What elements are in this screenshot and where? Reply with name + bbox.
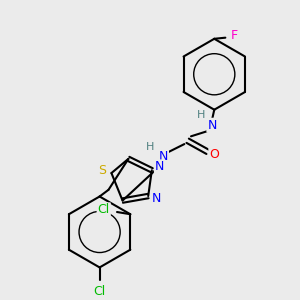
Text: N: N bbox=[159, 150, 168, 163]
Text: S: S bbox=[99, 164, 106, 177]
Text: N: N bbox=[151, 192, 161, 205]
Text: Cl: Cl bbox=[94, 285, 106, 298]
Text: N: N bbox=[207, 119, 217, 132]
Text: H: H bbox=[146, 142, 154, 152]
Text: H: H bbox=[197, 110, 205, 120]
Text: F: F bbox=[231, 29, 238, 42]
Text: Cl: Cl bbox=[98, 203, 110, 216]
Text: N: N bbox=[155, 160, 164, 173]
Text: O: O bbox=[209, 148, 219, 160]
